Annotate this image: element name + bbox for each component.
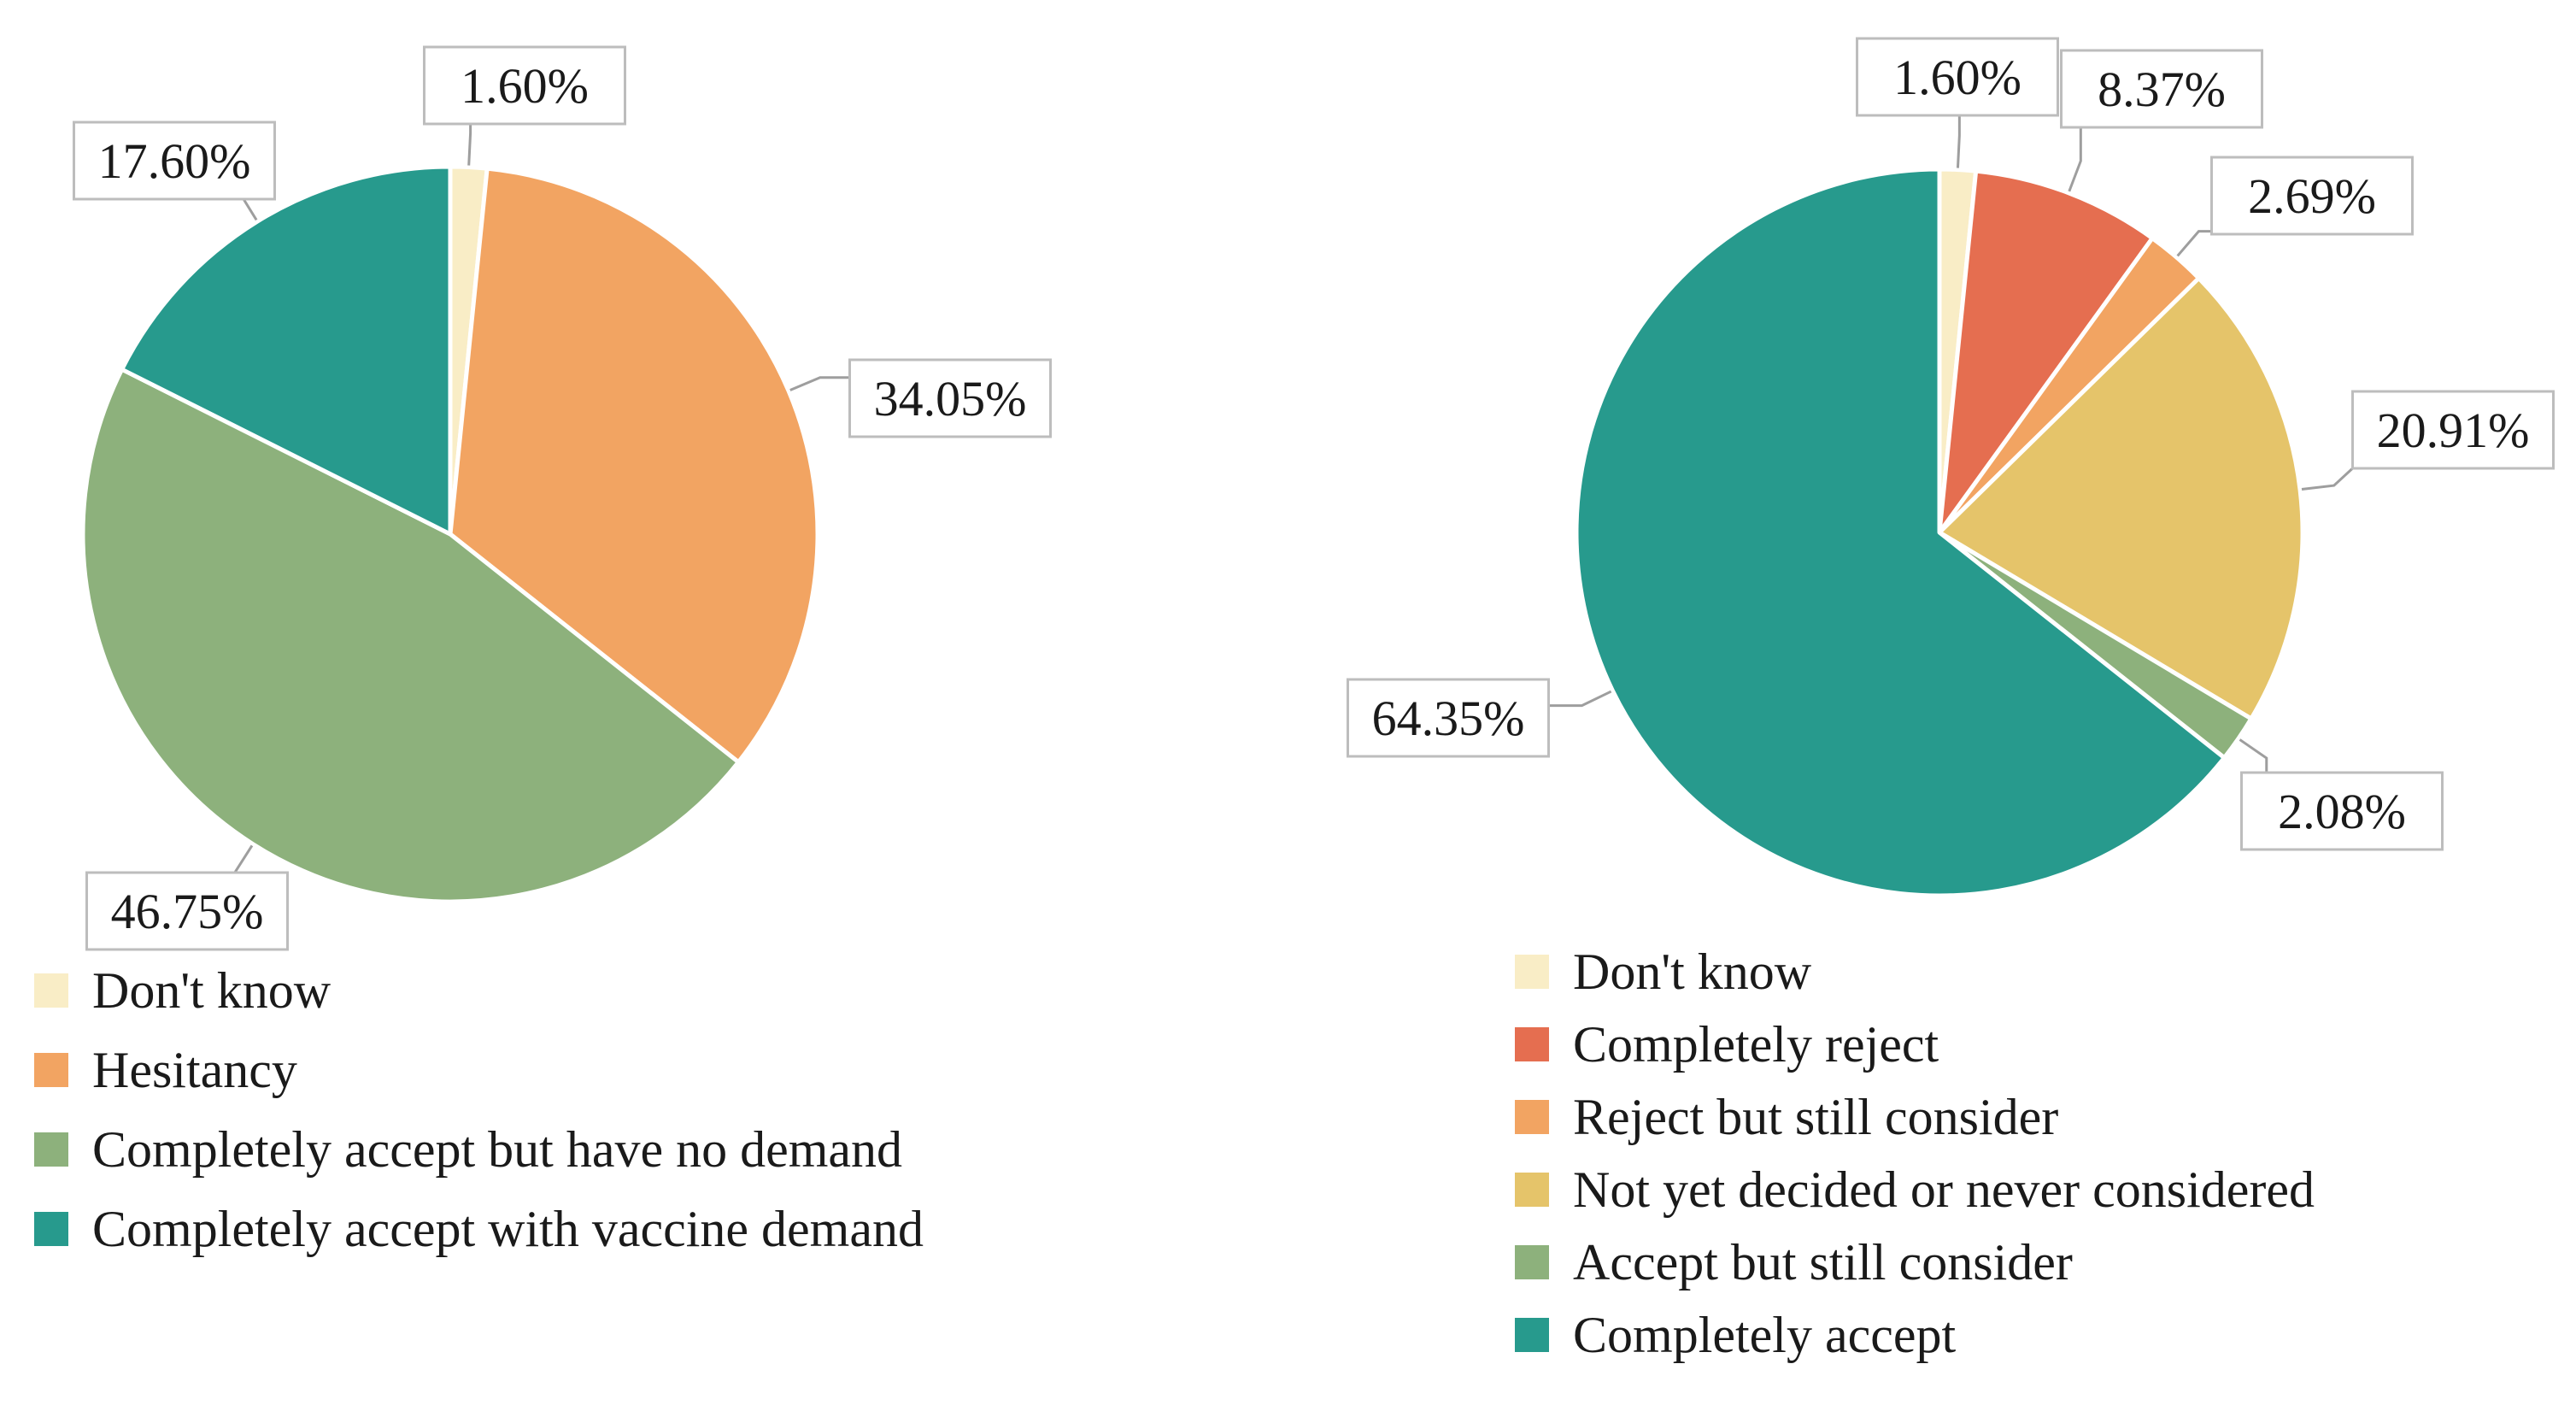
legend-swatch-completely-accept xyxy=(1515,1318,1549,1352)
data-label-reject-but-still-consider: 2.69% xyxy=(2248,168,2376,224)
legend-label-completely-accept: Completely accept xyxy=(1573,1307,1956,1363)
legend-swatch-completely-accept-but-have-no-demand xyxy=(34,1132,68,1167)
leader-line-completely-reject xyxy=(2068,127,2082,192)
data-label-don-t-know: 1.60% xyxy=(1893,50,2021,105)
data-label-not-yet-decided-or-never-considered: 20.91% xyxy=(2377,403,2530,458)
data-label-box-completely-accept-but-have-no-demand xyxy=(85,871,289,951)
leader-line-don-t-know xyxy=(1956,115,1961,168)
legend-label-reject-but-still-consider: Reject but still consider xyxy=(1573,1089,2058,1145)
leader-line-completely-accept xyxy=(1548,690,1612,708)
data-label-completely-accept-with-vaccine-demand: 17.60% xyxy=(98,133,251,189)
legend-label-completely-accept-with-vaccine-demand: Completely accept with vaccine demand xyxy=(92,1201,924,1257)
pie-slice-not-yet-decided-or-never-considered xyxy=(1937,276,2305,721)
pie-chart-right: 1.60% Don't know 8.37% Completely reject 2.6… xyxy=(1347,37,2555,1363)
legend-label-completely-reject: Completely reject xyxy=(1573,1016,1939,1073)
pie-slice-completely-accept xyxy=(1574,167,2227,898)
data-label-box-accept-but-still-consider xyxy=(2240,771,2444,851)
data-label-box-not-yet-decided-or-never-considered xyxy=(2351,390,2555,470)
data-label-completely-accept-but-have-no-demand: 46.75% xyxy=(111,884,264,939)
leader-line-reject-but-still-consider xyxy=(2176,230,2212,257)
data-label-box-reject-but-still-consider xyxy=(2210,156,2414,236)
pie-slice-hesitancy xyxy=(448,166,820,765)
data-label-box-completely-reject xyxy=(2060,49,2263,129)
leader-line-not-yet-decided-or-never-considered xyxy=(2301,467,2354,491)
legend-swatch-completely-reject xyxy=(1515,1027,1549,1061)
leader-line-hesitancy xyxy=(789,376,850,391)
leader-line-completely-accept-but-have-no-demand xyxy=(233,844,254,874)
data-label-completely-accept: 64.35% xyxy=(1372,691,1525,746)
legend-swatch-accept-but-still-consider xyxy=(1515,1245,1549,1279)
legend-swatch-not-yet-decided-or-never-considered xyxy=(1515,1173,1549,1207)
data-label-hesitancy: 34.05% xyxy=(874,371,1027,426)
legend-label-not-yet-decided-or-never-considered: Not yet decided or never considered xyxy=(1573,1161,2315,1218)
pie-slice-completely-reject xyxy=(1937,168,2155,535)
legend-label-don-t-know: Don't know xyxy=(1573,944,1812,1000)
data-label-box-completely-accept xyxy=(1347,678,1550,758)
legend-swatch-completely-accept-with-vaccine-demand xyxy=(34,1212,68,1246)
legend-swatch-don-t-know xyxy=(34,973,68,1008)
data-label-box-completely-accept-with-vaccine-demand xyxy=(73,121,276,201)
data-label-completely-reject: 8.37% xyxy=(2098,62,2226,117)
legend-label-completely-accept-but-have-no-demand: Completely accept but have no demand xyxy=(92,1121,902,1178)
pie-slice-completely-accept-but-have-no-demand xyxy=(80,367,741,904)
legend-label-accept-but-still-consider: Accept but still consider xyxy=(1573,1234,2073,1290)
legend-swatch-don-t-know xyxy=(1515,955,1549,989)
data-label-box-don-t-know xyxy=(1856,37,2059,117)
leader-line-accept-but-still-consider xyxy=(2239,738,2268,773)
legend-label-hesitancy: Hesitancy xyxy=(92,1042,297,1098)
legend-label-don-t-know: Don't know xyxy=(92,962,332,1019)
pie-slice-completely-accept-with-vaccine-demand xyxy=(120,164,453,537)
legend-swatch-hesitancy xyxy=(34,1053,68,1087)
data-label-don-t-know: 1.60% xyxy=(461,58,589,114)
pie-chart-left: 1.60% Don't know 34.05% Hesitancy 46.75% Comp… xyxy=(34,45,1052,1257)
leader-line-don-t-know xyxy=(467,124,472,166)
legend-swatch-reject-but-still-consider xyxy=(1515,1100,1549,1134)
data-label-accept-but-still-consider: 2.08% xyxy=(2278,784,2406,839)
data-label-box-hesitancy xyxy=(848,358,1052,438)
data-label-box-don-t-know xyxy=(423,45,626,126)
